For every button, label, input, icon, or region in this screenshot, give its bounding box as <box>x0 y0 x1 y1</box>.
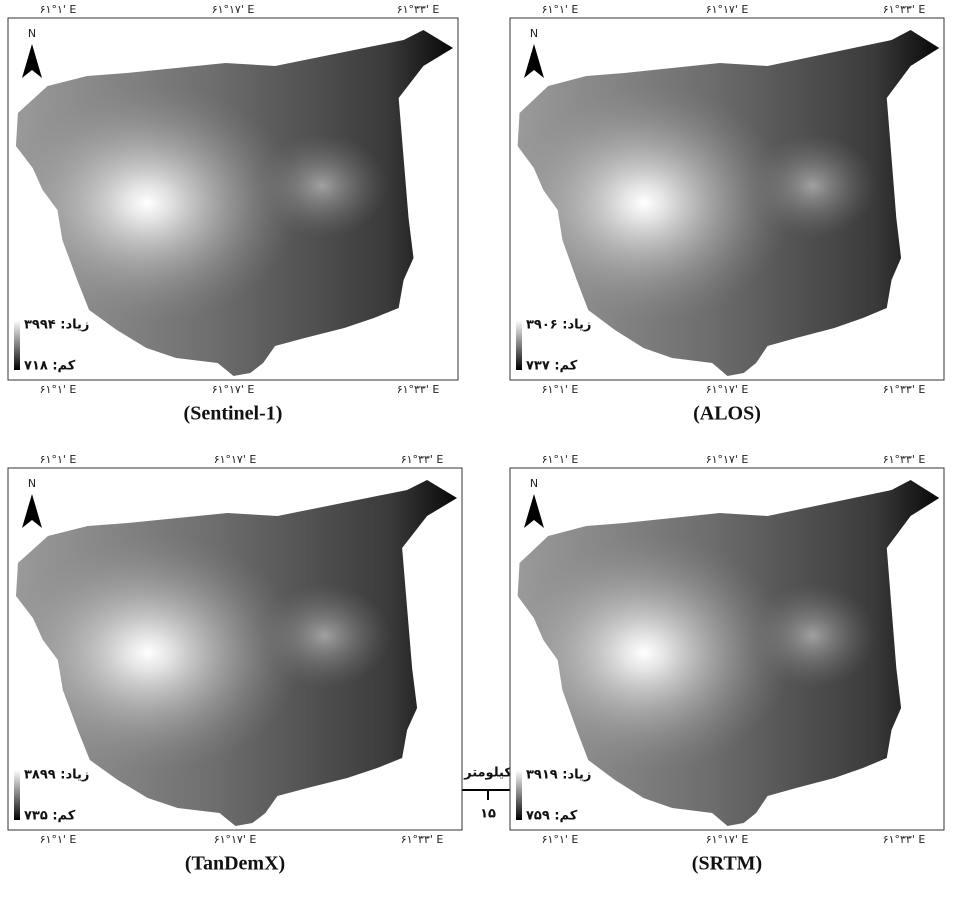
coord-label: ۶۱°۱۷' E <box>706 453 749 466</box>
scale-unit: کیلومتر <box>463 766 512 781</box>
legend-low: کم: ۷۳۷ <box>526 359 578 374</box>
north-label: N <box>530 477 538 490</box>
legend-ramp <box>14 770 20 820</box>
coord-label: ۶۱°۳۳' E <box>883 453 926 466</box>
map-panel: ۶۱°۱' E ۶۱°۱۷' E ۶۱°۳۳' E ۶۱°۱' E ۶۱°۱۷' E ۶۱… <box>8 3 458 425</box>
legend-low: کم: ۷۳۵ <box>24 809 76 824</box>
coord-label: ۶۱°۳۳' E <box>397 383 440 396</box>
coord-label: ۶۱°۱۷' E <box>214 833 257 846</box>
panel-caption: (ALOS) <box>693 403 761 425</box>
north-label: N <box>28 477 36 490</box>
coord-label: ۶۱°۳۳' E <box>883 833 926 846</box>
legend-ramp <box>516 770 522 820</box>
coord-label: ۶۱°۱۷' E <box>706 833 749 846</box>
coord-label: ۶۱°۱' E <box>40 383 77 396</box>
coord-label: ۶۱°۱' E <box>40 3 77 16</box>
coord-label: ۶۱°۳۳' E <box>397 3 440 16</box>
coord-label: ۶۱°۱' E <box>542 3 579 16</box>
coord-label: ۶۱°۳۳' E <box>883 3 926 16</box>
coord-label: ۶۱°۳۳' E <box>401 453 444 466</box>
legend-high: زیاد: ۳۹۹۴ <box>24 318 89 333</box>
legend-ramp <box>14 320 20 370</box>
coord-label: ۶۱°۱' E <box>40 833 77 846</box>
legend-high: زیاد: ۳۹۰۶ <box>526 318 591 333</box>
legend-high: زیاد: ۳۹۱۹ <box>526 768 591 783</box>
coord-label: ۶۱°۱۷' E <box>212 3 255 16</box>
map-panel: ۶۱°۱' E ۶۱°۱۷' E ۶۱°۳۳' E ۶۱°۱' E ۶۱°۱۷' E ۶۱… <box>8 453 462 875</box>
scale-label: ۱۵ <box>480 807 496 822</box>
legend-low: کم: ۷۱۸ <box>24 359 76 374</box>
figure: کیلومتر ۰۱۵۳۰ ۶۱°۱' E۶۱°۱۷' E۶۱°۳۳' E۶۱°… <box>0 0 954 923</box>
map-panel: ۶۱°۱' E ۶۱°۱۷' E ۶۱°۳۳' E ۶۱°۱' E ۶۱°۱۷' E ۶۱… <box>510 453 944 875</box>
coord-label: ۶۱°۱' E <box>40 453 77 466</box>
coord-label: ۶۱°۱' E <box>542 383 579 396</box>
legend-ramp <box>516 320 522 370</box>
coord-label: ۶۱°۱۷' E <box>706 3 749 16</box>
coord-label: ۶۱°۱' E <box>542 833 579 846</box>
coord-label: ۶۱°۱' E <box>542 453 579 466</box>
legend-low: کم: ۷۵۹ <box>526 809 578 824</box>
north-label: N <box>530 27 538 40</box>
coord-label: ۶۱°۳۳' E <box>401 833 444 846</box>
coord-label: ۶۱°۱۷' E <box>706 383 749 396</box>
coord-label: ۶۱°۱۷' E <box>214 453 257 466</box>
north-label: N <box>28 27 36 40</box>
panel-caption: (SRTM) <box>692 853 762 875</box>
panel-caption: (TanDemX) <box>185 853 285 875</box>
panel-caption: (Sentinel-1) <box>184 403 283 425</box>
legend-high: زیاد: ۳۸۹۹ <box>24 768 89 783</box>
map-panel: ۶۱°۱' E ۶۱°۱۷' E ۶۱°۳۳' E ۶۱°۱' E ۶۱°۱۷' E ۶۱… <box>510 3 944 425</box>
coord-label: ۶۱°۱۷' E <box>212 383 255 396</box>
coord-label: ۶۱°۳۳' E <box>883 383 926 396</box>
